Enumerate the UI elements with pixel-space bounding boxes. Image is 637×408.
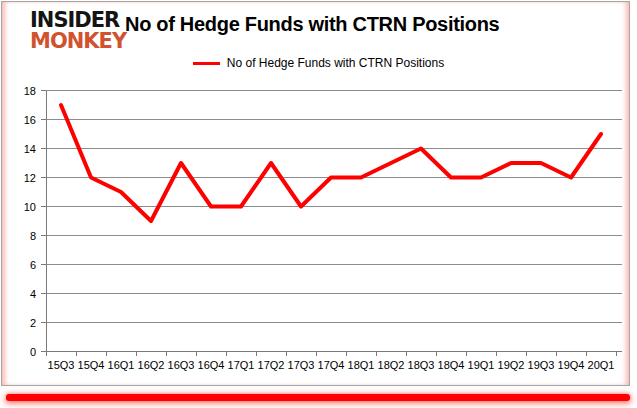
x-tick-label: 17Q3 [288, 359, 315, 371]
x-tick-label: 17Q2 [258, 359, 285, 371]
x-tick-label: 18Q3 [408, 359, 435, 371]
x-tick-label: 18Q1 [348, 359, 375, 371]
x-tick-label: 19Q1 [468, 359, 495, 371]
chart-screenshot: INSIDER MONKEY No of Hedge Funds with CT… [0, 0, 637, 408]
y-tick-label: 6 [30, 259, 36, 271]
y-tick-label: 8 [30, 230, 36, 242]
x-tick-label: 16Q4 [198, 359, 225, 371]
x-tick-label: 18Q2 [378, 359, 405, 371]
y-tick-label: 0 [30, 346, 36, 358]
x-tick-label: 15Q3 [48, 359, 75, 371]
x-tick-label: 19Q4 [558, 359, 585, 371]
y-tick-label: 16 [24, 114, 36, 126]
y-tick-label: 18 [24, 85, 36, 97]
x-tick-label: 16Q1 [108, 359, 135, 371]
line-chart: 02468101214161815Q315Q416Q116Q216Q316Q41… [0, 0, 637, 408]
y-tick-label: 2 [30, 317, 36, 329]
y-tick-label: 12 [24, 172, 36, 184]
x-tick-label: 19Q3 [528, 359, 555, 371]
x-tick-label: 16Q2 [138, 359, 165, 371]
x-tick-label: 16Q3 [168, 359, 195, 371]
y-tick-label: 14 [24, 143, 36, 155]
x-tick-label: 20Q1 [588, 359, 615, 371]
x-tick-label: 15Q4 [78, 359, 105, 371]
bottom-red-bar [6, 394, 630, 401]
data-line-series [61, 105, 601, 221]
y-tick-label: 10 [24, 201, 36, 213]
x-tick-label: 17Q1 [228, 359, 255, 371]
x-tick-label: 18Q4 [438, 359, 465, 371]
x-tick-label: 19Q2 [498, 359, 525, 371]
y-tick-label: 4 [30, 288, 36, 300]
x-tick-label: 17Q4 [318, 359, 345, 371]
